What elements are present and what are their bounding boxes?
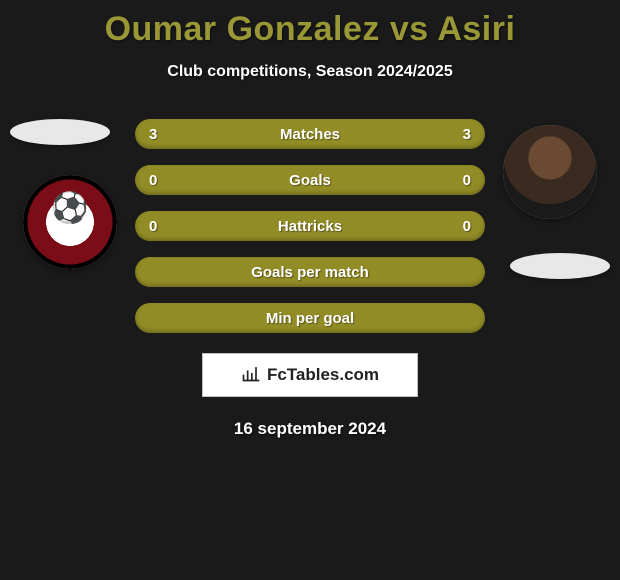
stat-label: Min per goal — [135, 310, 485, 327]
logo-text: FcTables.com — [267, 365, 379, 385]
comparison-title: Oumar Gonzalez vs Asiri — [0, 0, 620, 49]
player2-name: Asiri — [437, 10, 515, 48]
stat-label: Matches — [135, 126, 485, 143]
player-photo-icon — [503, 125, 597, 219]
stat-bar: 0Goals0 — [135, 165, 485, 195]
placeholder-oval-left — [10, 119, 110, 145]
stat-bars-container: 3Matches3 0Goals0 0Hattricks0 Goals per mat… — [135, 119, 485, 333]
vs-text: vs — [390, 10, 429, 48]
snapshot-date: 16 september 2024 — [0, 419, 620, 439]
subtitle: Club competitions, Season 2024/2025 — [0, 63, 620, 81]
player2-avatar — [503, 125, 597, 219]
stat-bar: Min per goal — [135, 303, 485, 333]
stats-area: 3Matches3 0Goals0 0Hattricks0 Goals per mat… — [0, 119, 620, 333]
placeholder-oval-right — [510, 253, 610, 279]
player1-name: Oumar Gonzalez — [105, 10, 380, 48]
stat-bar: 3Matches3 — [135, 119, 485, 149]
bar-chart-icon — [241, 363, 261, 388]
stat-label: Goals — [135, 172, 485, 189]
fctables-logo[interactable]: FcTables.com — [202, 353, 418, 397]
stat-label: Goals per match — [135, 264, 485, 281]
player1-avatar — [23, 175, 117, 269]
stat-label: Hattricks — [135, 218, 485, 235]
stat-bar: Goals per match — [135, 257, 485, 287]
stat-bar: 0Hattricks0 — [135, 211, 485, 241]
club-badge-icon — [23, 175, 117, 269]
